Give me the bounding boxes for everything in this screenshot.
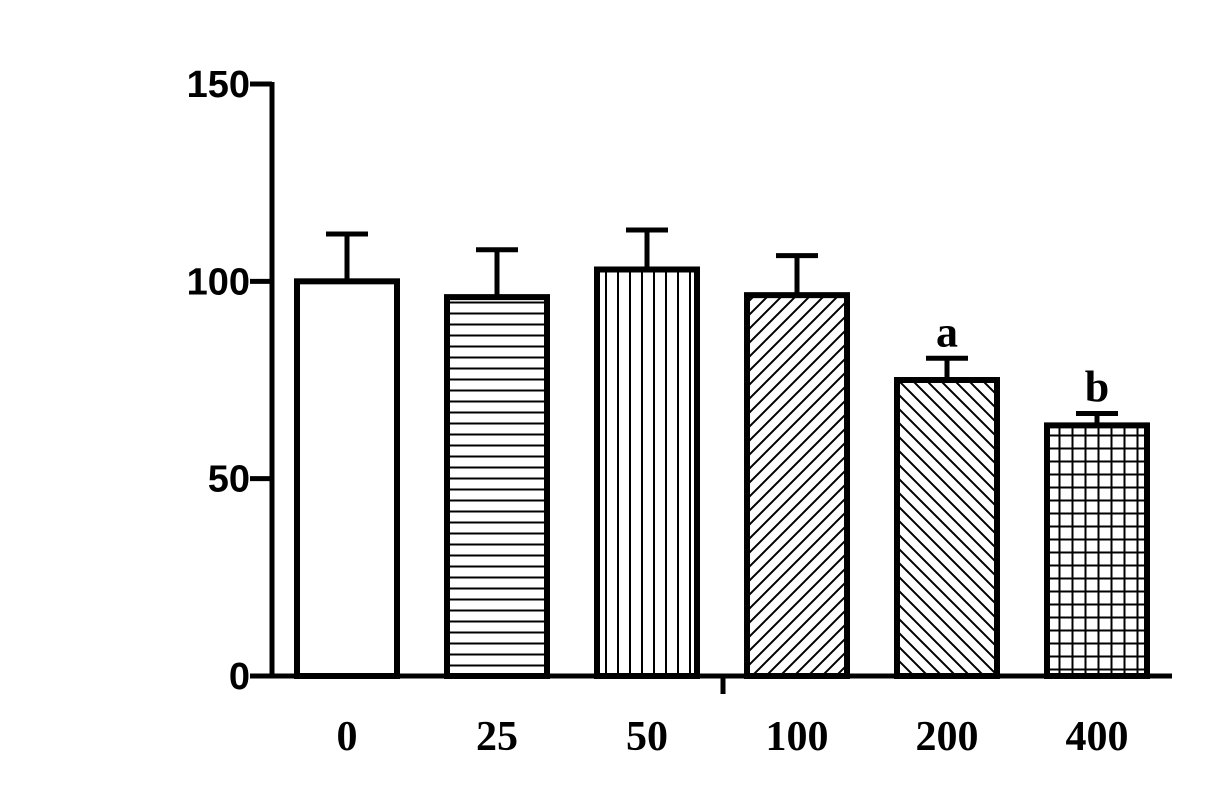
y-tick-label-50: 50 [208,459,250,501]
y-tick-label-100: 100 [187,261,250,303]
annotation-b: b [1085,363,1109,412]
y-tick-label-150: 150 [187,64,250,106]
bars-layer [294,227,1150,679]
x-tick-label-100: 100 [766,714,829,760]
y-tick-label-0: 0 [229,656,250,698]
bar-400 [1044,422,1150,679]
x-tick-label-200: 200 [916,714,979,760]
x-tick-label-25: 25 [476,714,518,760]
x-tick-label-0: 0 [337,714,358,760]
annotation-a: a [936,307,958,356]
x-tick-label-50: 50 [626,714,668,760]
bar-100 [744,292,850,679]
labels-layer: 0 25 50 100 200 a 400 b 0 50 100 150 [187,64,1129,760]
x-tick-label-400: 400 [1066,714,1129,760]
bar-25 [444,294,550,679]
bar-0 [294,278,400,679]
bar-200 [894,377,1000,679]
axes-layer [250,81,1172,694]
bar-50 [594,266,700,679]
